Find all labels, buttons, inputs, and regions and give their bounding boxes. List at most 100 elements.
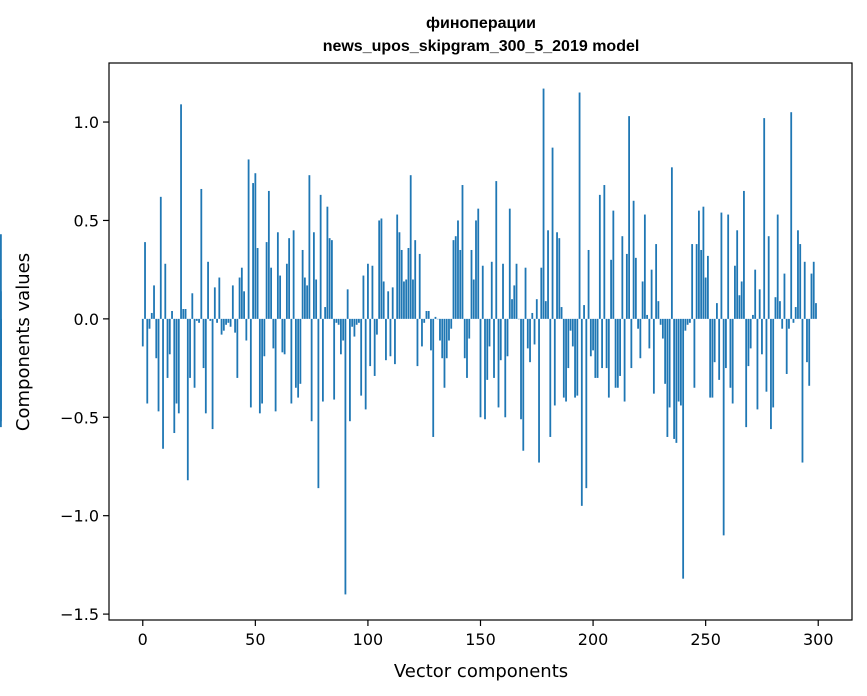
bar (227, 318, 230, 323)
bar (585, 318, 588, 489)
bar (542, 88, 545, 319)
bar (427, 310, 430, 319)
bar (749, 318, 752, 349)
bar (448, 318, 450, 341)
bar (578, 92, 581, 319)
bar (222, 318, 225, 331)
bar (285, 263, 288, 319)
bar (177, 318, 180, 414)
bar (779, 301, 781, 319)
bar (153, 285, 155, 319)
bar (506, 318, 509, 357)
bar (218, 277, 221, 319)
bar (612, 210, 615, 319)
bar (535, 299, 538, 319)
bar (326, 206, 329, 319)
bar (231, 285, 234, 319)
bar (382, 281, 385, 319)
bar (565, 318, 567, 402)
bar (346, 289, 349, 319)
bar (531, 312, 534, 319)
bar (353, 318, 356, 337)
bar (522, 318, 525, 451)
bar (684, 318, 687, 331)
bar (184, 309, 187, 319)
bar (389, 318, 392, 357)
bar (740, 281, 743, 319)
bar (430, 318, 432, 351)
bar (407, 248, 410, 319)
bar (362, 275, 365, 319)
bar (385, 318, 387, 361)
bar (164, 263, 167, 319)
bar (758, 289, 761, 319)
bar (418, 253, 421, 319)
bar (335, 318, 338, 323)
bar (666, 318, 669, 437)
bar (655, 244, 658, 319)
bar (803, 261, 806, 319)
bar (256, 248, 259, 319)
bar (360, 318, 363, 396)
bar (324, 307, 327, 319)
bar (544, 301, 547, 319)
bar (238, 277, 241, 319)
bar (321, 318, 324, 402)
bar (702, 206, 705, 319)
chart-subtitle: news_upos_skipgram_300_5_2019 model (323, 38, 640, 55)
bar (524, 267, 527, 319)
bar (718, 318, 721, 380)
bar (439, 318, 441, 341)
bar (763, 118, 766, 319)
bar (409, 175, 412, 319)
bar (693, 318, 696, 388)
bar (637, 318, 640, 329)
bar (157, 318, 160, 412)
bar (148, 318, 151, 329)
bar (747, 318, 750, 367)
bar (186, 318, 189, 481)
bar (443, 318, 446, 388)
bar (376, 318, 378, 335)
bar (328, 238, 331, 319)
bar (301, 249, 304, 319)
bar (515, 263, 518, 319)
bar (596, 318, 599, 378)
bar (765, 318, 768, 392)
bar (670, 167, 673, 319)
bar (571, 318, 574, 347)
bar (452, 240, 455, 319)
bar (445, 318, 448, 359)
bar (808, 318, 811, 386)
bar (272, 318, 275, 349)
y-tick-label: −1.0 (60, 507, 99, 526)
bar (396, 214, 399, 319)
bar (682, 318, 685, 579)
bar (574, 318, 576, 398)
bar (673, 318, 676, 439)
bar (191, 293, 194, 319)
bar (736, 230, 739, 319)
bar (468, 318, 471, 339)
bar (589, 318, 592, 357)
bar (731, 318, 734, 404)
bar (540, 267, 543, 319)
bar (727, 214, 730, 319)
bar (562, 318, 565, 398)
bar (0, 234, 2, 319)
bar (686, 318, 689, 325)
bar (249, 318, 252, 408)
bar (412, 279, 414, 319)
bar (283, 318, 286, 355)
bar (202, 318, 205, 369)
bar (576, 318, 579, 396)
bar (364, 318, 367, 410)
bar (614, 318, 617, 388)
bar (173, 318, 176, 434)
bar (556, 232, 558, 319)
bar (475, 220, 477, 319)
bar (504, 318, 507, 418)
bar (351, 318, 354, 327)
bar (252, 183, 254, 319)
bar (454, 236, 457, 319)
